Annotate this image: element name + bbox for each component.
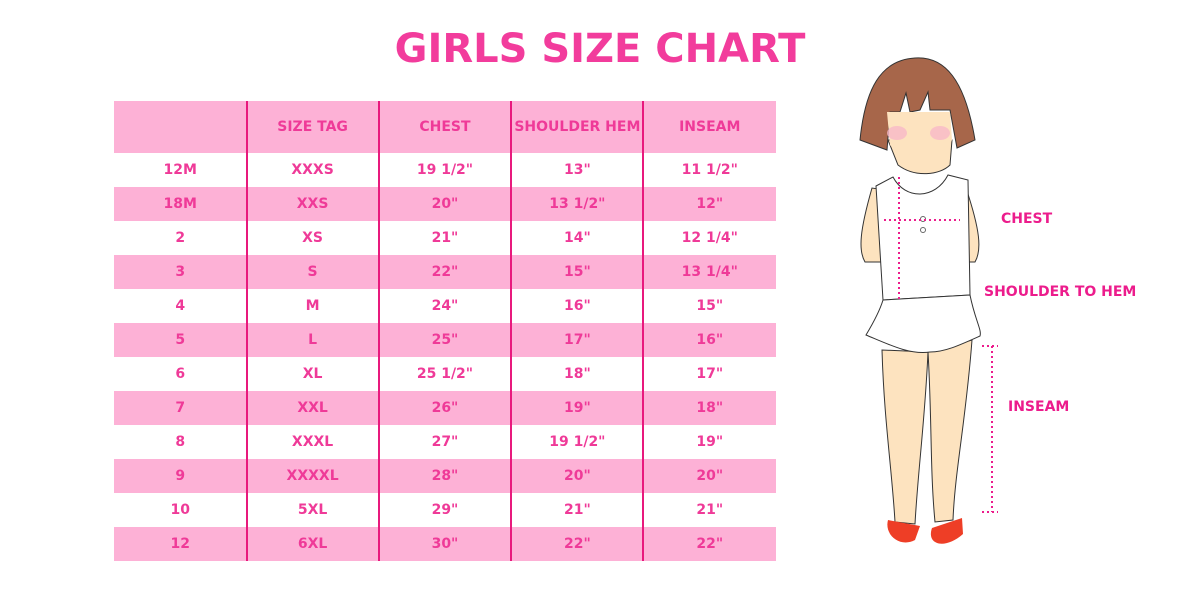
table-cell: 20" (696, 468, 724, 484)
table-cell: 12M (163, 162, 197, 178)
table-cell: XXXXL (286, 468, 339, 484)
table-cell: 20" (431, 196, 459, 212)
size-table: SIZE TAG CHEST SHOULDER HEM INSEAM 12M XXXS 19… (114, 101, 776, 561)
table-row: 12M XXXS 19 1/2" 13" 11 1/2" (114, 153, 776, 187)
table-cell: XXXS (291, 162, 334, 178)
table-cell: L (308, 332, 318, 348)
inseam-label: INSEAM (1008, 399, 1070, 415)
table-cell: 27" (431, 434, 459, 450)
table-cell: 4 (175, 298, 186, 314)
table-cell: 21" (431, 230, 459, 246)
table-cell: 14" (563, 230, 591, 246)
table-cell: 25" (431, 332, 459, 348)
table-cell: 3 (175, 264, 186, 280)
table-cell: 6XL (297, 536, 328, 552)
table-cell: 10 (170, 502, 190, 518)
table-cell: 26" (431, 400, 459, 416)
table-cell: XS (302, 230, 324, 246)
header-cell: INSEAM (679, 119, 741, 135)
column-divider (378, 101, 380, 561)
table-cell: 25 1/2" (416, 366, 474, 382)
table-row: 10 5XL 29" 21" 21" (114, 493, 776, 527)
table-row: 9 XXXXL 28" 20" 20" (114, 459, 776, 493)
table-cell: 16" (563, 298, 591, 314)
table-row: 3 S 22" 15" 13 1/4" (114, 255, 776, 289)
table-cell: 16" (696, 332, 724, 348)
table-cell: 30" (431, 536, 459, 552)
header-cell: SHOULDER HEM (514, 119, 641, 135)
table-cell: 22" (696, 536, 724, 552)
table-cell: 15" (696, 298, 724, 314)
table-cell: 5XL (297, 502, 328, 518)
table-cell: 11 1/2" (681, 162, 738, 178)
table-cell: 22" (431, 264, 459, 280)
column-divider (510, 101, 512, 561)
table-cell: 18M (163, 196, 197, 212)
table-cell: XL (302, 366, 323, 382)
table-row: 4 M 24" 16" 15" (114, 289, 776, 323)
table-cell: XXXL (291, 434, 334, 450)
chest-label: CHEST (1001, 211, 1053, 227)
table-cell: 8 (175, 434, 186, 450)
table-cell: 18" (563, 366, 591, 382)
table-cell: XXL (297, 400, 328, 416)
table-row: 6 XL 25 1/2" 18" 17" (114, 357, 776, 391)
table-cell: 9 (175, 468, 186, 484)
table-cell: 21" (563, 502, 591, 518)
table-cell: 15" (563, 264, 591, 280)
table-cell: 21" (696, 502, 724, 518)
table-row: 8 XXXL 27" 19 1/2" 19" (114, 425, 776, 459)
table-cell: 18" (696, 400, 724, 416)
page-title: GIRLS SIZE CHART (394, 26, 806, 72)
table-cell: 12" (696, 196, 724, 212)
header-cell: CHEST (419, 119, 471, 135)
table-cell: 19" (563, 400, 591, 416)
column-divider (246, 101, 248, 561)
shoulder-to-hem-label: SHOULDER TO HEM (984, 284, 1137, 300)
table-cell: 19" (696, 434, 724, 450)
table-row: 2 XS 21" 14" 12 1/4" (114, 221, 776, 255)
table-cell: 13 1/2" (549, 196, 606, 212)
table-cell: 28" (431, 468, 459, 484)
table-row: 5 L 25" 17" 16" (114, 323, 776, 357)
table-cell: 29" (431, 502, 459, 518)
table-cell: 12 (170, 536, 190, 552)
header-cell: SIZE TAG (277, 119, 348, 135)
table-cell: XXS (296, 196, 329, 212)
table-cell: 5 (175, 332, 186, 348)
table-cell: 22" (563, 536, 591, 552)
table-cell: 24" (431, 298, 459, 314)
table-cell: 19 1/2" (416, 162, 474, 178)
table-row: 12 6XL 30" 22" 22" (114, 527, 776, 561)
table-cell: 7 (175, 400, 186, 416)
table-cell: 13 1/4" (681, 264, 738, 280)
table-header-row: SIZE TAG CHEST SHOULDER HEM INSEAM (114, 101, 776, 153)
table-cell: M (305, 298, 320, 314)
table-cell: S (307, 264, 318, 280)
table-cell: 20" (563, 468, 591, 484)
table-cell: 17" (563, 332, 591, 348)
table-row: 7 XXL 26" 19" 18" (114, 391, 776, 425)
table-row: 18M XXS 20" 13 1/2" 12" (114, 187, 776, 221)
table-cell: 12 1/4" (681, 230, 738, 246)
table-cell: 13" (563, 162, 591, 178)
column-divider (642, 101, 644, 561)
table-cell: 17" (696, 366, 724, 382)
table-cell: 6 (175, 366, 186, 382)
table-cell: 19 1/2" (549, 434, 606, 450)
table-cell: 2 (175, 230, 186, 246)
